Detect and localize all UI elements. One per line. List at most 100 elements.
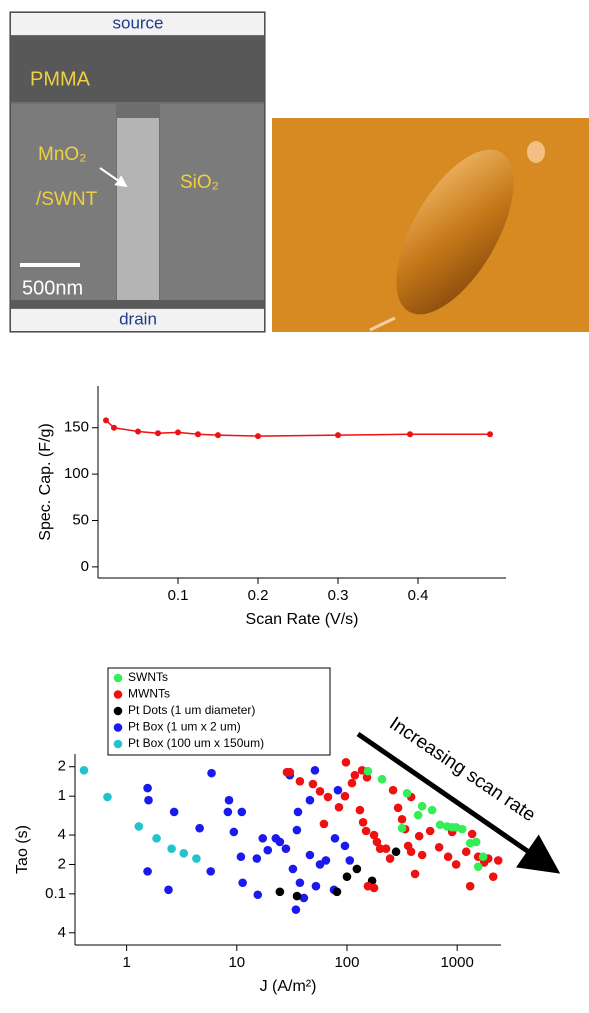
data-point bbox=[471, 837, 481, 847]
material-label: PMMA bbox=[30, 68, 91, 90]
data-point bbox=[342, 872, 352, 881]
sem-image: source drain PMMA MnO₂ /SWNT SiO₂ 500nm bbox=[9, 11, 266, 333]
y-tick-label: 4 bbox=[58, 924, 66, 941]
x-tick-label: 1000 bbox=[440, 954, 473, 971]
data-point bbox=[111, 424, 117, 431]
x-tick-label: 0.3 bbox=[328, 587, 349, 604]
legend-label: MWNTs bbox=[128, 687, 170, 701]
x-tick-label: 0.2 bbox=[248, 587, 269, 604]
electrode-label: drain bbox=[119, 309, 157, 328]
data-line bbox=[105, 419, 490, 437]
data-point bbox=[255, 433, 261, 440]
data-point bbox=[293, 807, 303, 817]
data-point bbox=[144, 795, 153, 805]
data-point bbox=[236, 852, 246, 862]
data-point bbox=[275, 837, 285, 847]
data-point bbox=[355, 805, 365, 815]
data-point bbox=[167, 844, 176, 854]
data-point bbox=[341, 758, 351, 767]
data-point bbox=[397, 814, 407, 824]
data-point bbox=[457, 824, 467, 834]
data-point bbox=[206, 867, 216, 876]
data-point bbox=[363, 766, 373, 776]
x-tick-label: 100 bbox=[334, 954, 359, 971]
data-point bbox=[252, 854, 262, 863]
legend-marker bbox=[113, 723, 123, 732]
data-point bbox=[417, 801, 427, 811]
data-point bbox=[215, 432, 221, 439]
data-point bbox=[292, 825, 302, 835]
data-point bbox=[291, 905, 301, 914]
data-point bbox=[333, 785, 343, 795]
x-tick-label: 1 bbox=[122, 954, 130, 971]
data-point bbox=[195, 823, 204, 833]
data-point bbox=[461, 847, 471, 857]
data-point bbox=[347, 778, 357, 788]
data-point bbox=[299, 893, 309, 903]
data-point bbox=[192, 854, 201, 863]
data-point bbox=[434, 842, 444, 852]
data-point bbox=[358, 818, 368, 827]
y-tick-label: 0 bbox=[81, 558, 89, 575]
data-point bbox=[285, 767, 295, 777]
x-tick-label: 0.1 bbox=[168, 587, 189, 604]
data-point bbox=[410, 869, 420, 879]
data-point bbox=[397, 823, 407, 833]
data-point bbox=[79, 765, 89, 775]
data-point bbox=[478, 852, 488, 862]
data-point bbox=[340, 791, 350, 801]
y-tick-label: 50 bbox=[72, 511, 89, 528]
y-axis-title: Tao (s) bbox=[14, 825, 31, 874]
data-point bbox=[381, 844, 391, 854]
material-label: /SWNT bbox=[36, 189, 98, 210]
data-point bbox=[345, 856, 355, 865]
y-tick-label: 2 bbox=[58, 758, 66, 775]
scale-label: 500nm bbox=[22, 277, 83, 299]
data-point bbox=[417, 850, 427, 860]
data-point bbox=[175, 429, 181, 436]
data-point bbox=[369, 883, 379, 893]
data-point bbox=[134, 822, 144, 831]
y-tick-label: 0.1 bbox=[45, 885, 66, 902]
data-point bbox=[155, 430, 161, 437]
x-tick-label: 10 bbox=[228, 954, 245, 971]
data-point bbox=[195, 431, 201, 438]
data-point bbox=[310, 765, 320, 775]
data-point bbox=[414, 831, 424, 841]
data-point bbox=[435, 820, 445, 830]
legend-marker bbox=[113, 706, 123, 716]
data-point bbox=[315, 787, 325, 796]
data-point bbox=[488, 872, 498, 881]
data-point bbox=[385, 854, 395, 863]
y-tick-label: 2 bbox=[58, 855, 66, 872]
data-point bbox=[443, 852, 453, 862]
data-point bbox=[377, 774, 387, 784]
x-axis-title: J (A/m²) bbox=[260, 978, 317, 995]
data-point bbox=[169, 807, 179, 817]
material-label: SiO₂ bbox=[180, 172, 219, 193]
data-point bbox=[361, 826, 371, 836]
data-point bbox=[352, 864, 362, 874]
data-point bbox=[319, 819, 329, 829]
data-point bbox=[473, 862, 483, 871]
data-point bbox=[321, 856, 331, 865]
data-point bbox=[487, 431, 493, 438]
legend-label: Pt Box (1 um x 2 um) bbox=[128, 720, 241, 734]
data-point bbox=[335, 432, 341, 439]
legend-box bbox=[107, 667, 331, 756]
data-point bbox=[425, 826, 435, 836]
data-point bbox=[402, 788, 412, 798]
data-point bbox=[281, 844, 291, 854]
data-point bbox=[164, 885, 173, 895]
data-point bbox=[207, 768, 216, 778]
data-point bbox=[305, 795, 315, 805]
data-point bbox=[427, 805, 437, 815]
data-point bbox=[229, 827, 239, 837]
data-point bbox=[391, 847, 401, 857]
data-point bbox=[295, 878, 305, 888]
data-point bbox=[406, 847, 416, 857]
legend-marker bbox=[113, 690, 123, 699]
y-tick-label: 100 bbox=[64, 465, 89, 482]
x-tick-label: 0.4 bbox=[408, 587, 429, 604]
legend-marker bbox=[113, 673, 123, 683]
